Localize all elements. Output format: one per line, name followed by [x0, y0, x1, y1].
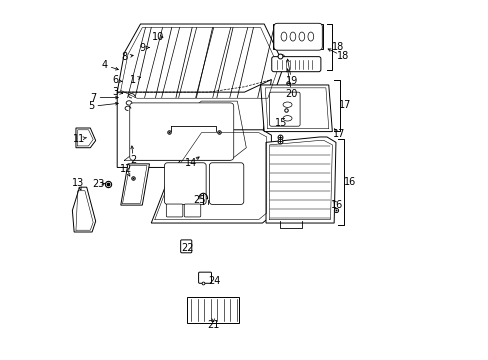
Text: 21: 21: [207, 320, 219, 330]
Text: 18: 18: [336, 51, 348, 61]
Text: 5: 5: [88, 102, 94, 112]
Polygon shape: [117, 80, 271, 167]
Polygon shape: [72, 187, 96, 232]
Polygon shape: [273, 24, 323, 49]
Text: 8: 8: [121, 52, 127, 62]
Ellipse shape: [281, 32, 286, 41]
Text: 11: 11: [73, 134, 85, 144]
Text: 1: 1: [130, 75, 136, 85]
FancyBboxPatch shape: [271, 57, 320, 72]
Text: 4: 4: [102, 60, 107, 70]
Text: 20: 20: [285, 89, 297, 99]
Text: 19: 19: [285, 76, 297, 86]
Text: 3: 3: [112, 87, 118, 97]
Text: 15: 15: [274, 118, 286, 128]
Text: 24: 24: [207, 276, 220, 286]
Text: 13: 13: [71, 177, 84, 188]
Ellipse shape: [298, 32, 304, 41]
Polygon shape: [121, 164, 149, 205]
FancyBboxPatch shape: [184, 204, 201, 217]
FancyBboxPatch shape: [273, 23, 322, 50]
Polygon shape: [265, 137, 335, 223]
Polygon shape: [76, 128, 96, 148]
Text: 14: 14: [184, 158, 197, 168]
Ellipse shape: [283, 116, 291, 121]
Text: 16: 16: [343, 177, 355, 187]
Text: 10: 10: [151, 32, 163, 41]
Text: 7: 7: [90, 93, 96, 103]
Text: 17: 17: [332, 129, 345, 139]
Text: 9: 9: [139, 43, 145, 53]
Text: 17: 17: [339, 100, 351, 110]
FancyBboxPatch shape: [180, 240, 191, 253]
Text: 18: 18: [332, 42, 344, 51]
Text: 23: 23: [92, 179, 104, 189]
Text: 22: 22: [181, 243, 193, 253]
Text: 12: 12: [120, 164, 132, 174]
Polygon shape: [278, 105, 292, 116]
Text: 2: 2: [130, 155, 136, 165]
Text: 16: 16: [330, 200, 343, 210]
Ellipse shape: [307, 32, 313, 41]
Text: 6: 6: [112, 75, 118, 85]
FancyBboxPatch shape: [166, 204, 183, 217]
Ellipse shape: [283, 102, 291, 107]
Polygon shape: [187, 297, 239, 323]
Polygon shape: [260, 85, 332, 132]
Polygon shape: [117, 24, 284, 101]
FancyBboxPatch shape: [198, 272, 211, 283]
Text: 25: 25: [193, 195, 205, 205]
FancyBboxPatch shape: [129, 103, 233, 160]
FancyBboxPatch shape: [164, 163, 206, 204]
FancyBboxPatch shape: [269, 92, 300, 126]
Ellipse shape: [289, 32, 295, 41]
FancyBboxPatch shape: [209, 163, 244, 204]
Polygon shape: [151, 130, 271, 223]
